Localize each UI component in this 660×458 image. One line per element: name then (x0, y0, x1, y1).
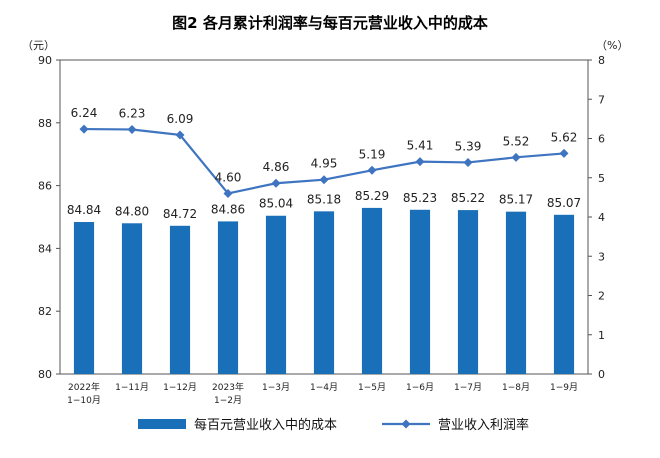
line-value-label: 5.19 (359, 147, 386, 161)
bar-series: 84.84 84.80 84.72 84.86 85.04 85.18 85.29 85.23… (67, 189, 581, 374)
bar (409, 209, 431, 374)
left-axis: 80 82 84 86 88 90 (38, 54, 60, 381)
bar (505, 211, 527, 374)
bar-value-label: 85.29 (355, 189, 389, 203)
line-value-label: 4.86 (263, 160, 290, 174)
x-tick-label: 1−3月 (262, 382, 290, 393)
bar-value-label: 85.22 (451, 191, 485, 205)
x-tick-label: 1−8月 (502, 382, 530, 393)
legend: 每百元营业收入中的成本 营业收入利润率 (138, 417, 529, 433)
bar-value-label: 85.23 (403, 191, 437, 205)
bar-value-label: 85.07 (547, 196, 581, 210)
legend-line-marker (401, 419, 411, 429)
left-tick-label: 84 (38, 242, 52, 255)
bar-value-label: 84.72 (163, 207, 197, 221)
left-axis-unit: （元） (22, 39, 55, 52)
left-tick-label: 90 (38, 54, 52, 67)
line-point (271, 178, 281, 188)
bar-value-label: 85.04 (259, 197, 293, 211)
line-point (559, 148, 569, 158)
right-axis-unit: （%） (596, 39, 628, 52)
bar (361, 207, 383, 374)
x-tick-label: 2022年 (68, 381, 100, 393)
left-tick-label: 86 (38, 180, 52, 193)
line-point (511, 152, 521, 162)
left-tick-label: 80 (38, 368, 52, 381)
line-value-label: 6.09 (167, 112, 194, 126)
right-tick-label: 6 (598, 133, 605, 146)
right-tick-label: 1 (598, 329, 605, 342)
line-value-label: 5.41 (407, 139, 434, 153)
left-tick-label: 88 (38, 117, 52, 130)
right-tick-label: 5 (598, 172, 605, 185)
line-point (223, 188, 233, 198)
bar (121, 223, 143, 374)
line-value-label: 5.62 (551, 130, 578, 144)
bar-value-label: 84.80 (115, 204, 149, 218)
bar (313, 211, 335, 374)
bar (553, 214, 575, 374)
bar (73, 222, 95, 374)
bar-value-label: 85.17 (499, 193, 533, 207)
bar-value-label: 85.18 (307, 192, 341, 206)
x-tick-label: 1−11月 (115, 382, 149, 393)
bar (457, 210, 479, 374)
right-tick-label: 4 (598, 211, 605, 224)
right-axis: 0 1 2 3 4 5 6 7 8 (588, 54, 605, 381)
left-tick-label: 82 (38, 305, 52, 318)
line-value-label: 4.60 (215, 170, 242, 184)
bar (217, 221, 239, 374)
x-tick-label: 1−4月 (310, 382, 338, 393)
line-series: 6.24 6.23 6.09 4.60 4.86 4.95 5.19 5.41 5.39 5.52… (71, 106, 578, 198)
line-point (463, 157, 473, 167)
bar-value-label: 84.86 (211, 202, 245, 216)
x-tick-label: 1−6月 (406, 382, 434, 393)
line-point (79, 124, 89, 134)
x-tick-label: 1−9月 (550, 382, 578, 393)
legend-line-label: 营业收入利润率 (438, 417, 529, 433)
bar-value-label: 84.84 (67, 203, 101, 217)
right-tick-label: 0 (598, 368, 605, 381)
right-tick-label: 7 (598, 93, 605, 106)
legend-bar-swatch (138, 419, 186, 429)
line-value-label: 5.52 (503, 134, 530, 148)
line-value-label: 6.24 (71, 106, 98, 120)
bar (169, 225, 191, 374)
line-value-label: 4.95 (311, 157, 338, 171)
x-tick-label: 1−2月 (214, 395, 242, 406)
x-tick-label: 1−7月 (454, 382, 482, 393)
right-tick-label: 8 (598, 54, 605, 67)
legend-bar-label: 每百元营业收入中的成本 (194, 417, 337, 433)
x-tick-label: 2023年 (212, 381, 244, 393)
line-point (319, 175, 329, 185)
right-tick-label: 2 (598, 290, 605, 303)
x-tick-label: 1−12月 (163, 382, 197, 393)
line-value-label: 5.39 (455, 139, 482, 153)
right-tick-label: 3 (598, 250, 605, 263)
line-point (127, 124, 137, 134)
x-tick-label: 1−10月 (67, 395, 101, 406)
bar (265, 215, 287, 374)
line-value-label: 6.23 (119, 106, 146, 120)
line-point (415, 157, 425, 167)
chart-title: 图2 各月累计利润率与每百元营业收入中的成本 (172, 14, 488, 32)
x-axis: 2022年 1−10月 1−11月 1−12月 2023年 1−2月 1−3月 1−4月 1−5… (67, 381, 578, 406)
line-point (367, 165, 377, 175)
line-point (175, 130, 185, 140)
x-tick-label: 1−5月 (358, 382, 386, 393)
